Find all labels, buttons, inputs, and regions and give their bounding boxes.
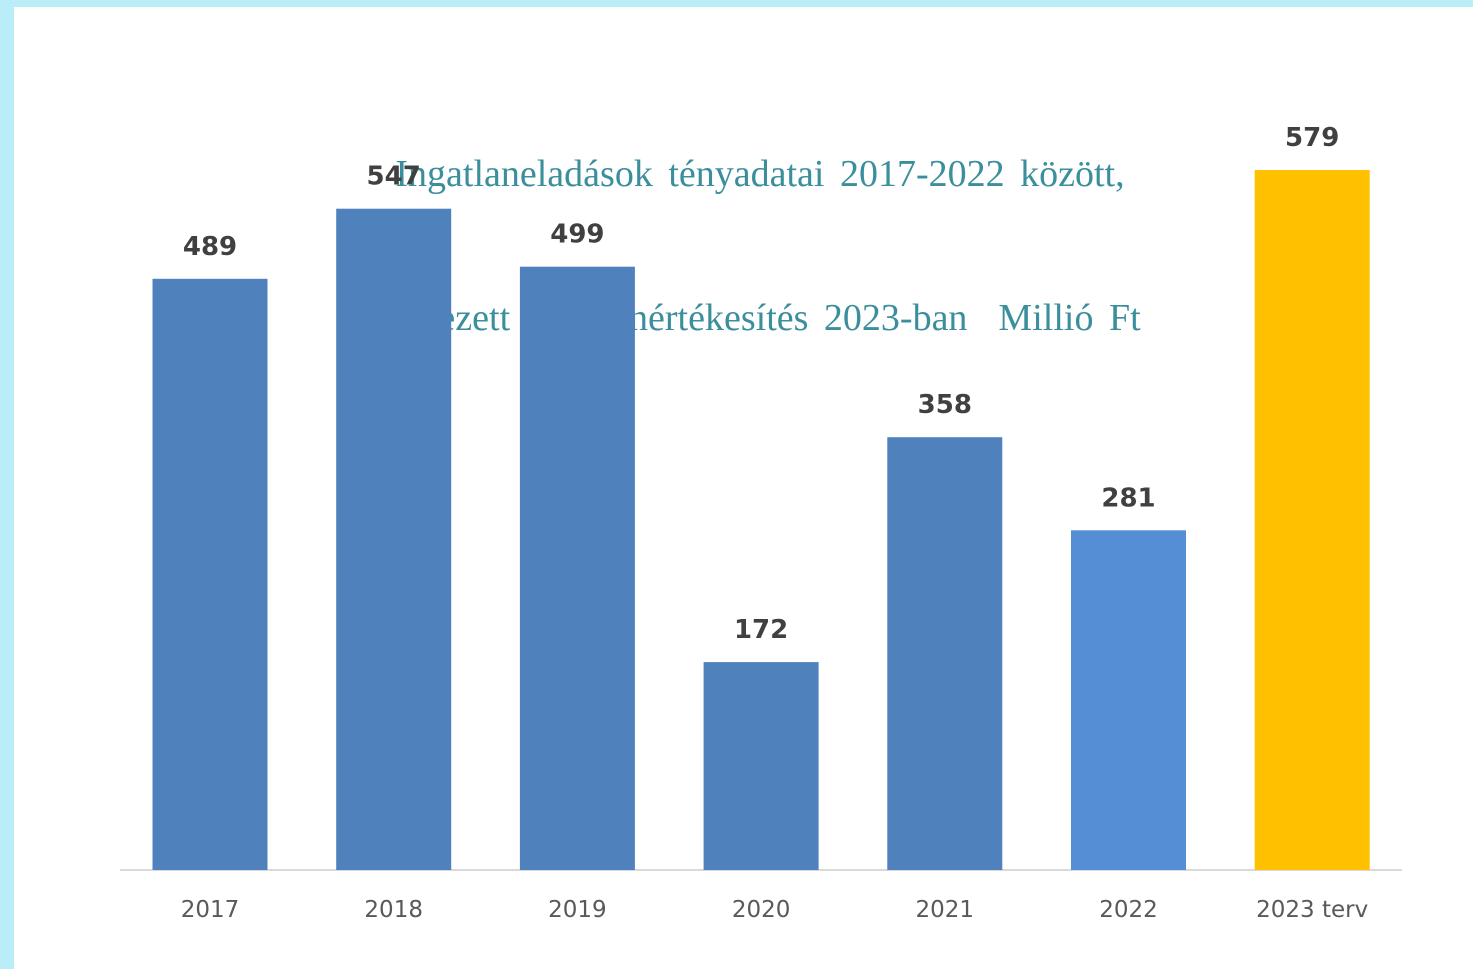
x-tick-label-2023-terv: 2023 terv bbox=[1256, 897, 1368, 923]
data-label-2018: 547 bbox=[367, 162, 421, 192]
data-label-2017: 489 bbox=[183, 232, 237, 262]
data-label-2019: 499 bbox=[550, 220, 604, 250]
data-label-2020: 172 bbox=[734, 615, 788, 645]
data-label-2021: 358 bbox=[918, 390, 972, 420]
bar-2017 bbox=[152, 278, 268, 870]
bar-2022 bbox=[1071, 530, 1186, 870]
x-tick-label-2019: 2019 bbox=[548, 897, 607, 923]
x-tick-label-2018: 2018 bbox=[364, 897, 423, 923]
x-tick-label-2017: 2017 bbox=[181, 897, 240, 923]
x-tick-label-2020: 2020 bbox=[732, 897, 791, 923]
bar-2021 bbox=[887, 437, 1003, 870]
bar-2020 bbox=[703, 662, 819, 870]
chart-title: Ingatlaneladások tényadatai 2017-2022 kö… bbox=[0, 54, 1473, 390]
x-tick-label-2022: 2022 bbox=[1099, 897, 1158, 923]
bar-2018 bbox=[336, 208, 452, 870]
bar-2023-terv bbox=[1254, 170, 1370, 870]
x-tick-label-2021: 2021 bbox=[916, 897, 975, 923]
data-label-2023-terv: 579 bbox=[1285, 123, 1339, 153]
data-label-2022: 281 bbox=[1101, 483, 1155, 513]
bar-2019 bbox=[519, 266, 635, 870]
chart-title-line-1: Ingatlaneladások tényadatai 2017-2022 kö… bbox=[395, 153, 1125, 195]
